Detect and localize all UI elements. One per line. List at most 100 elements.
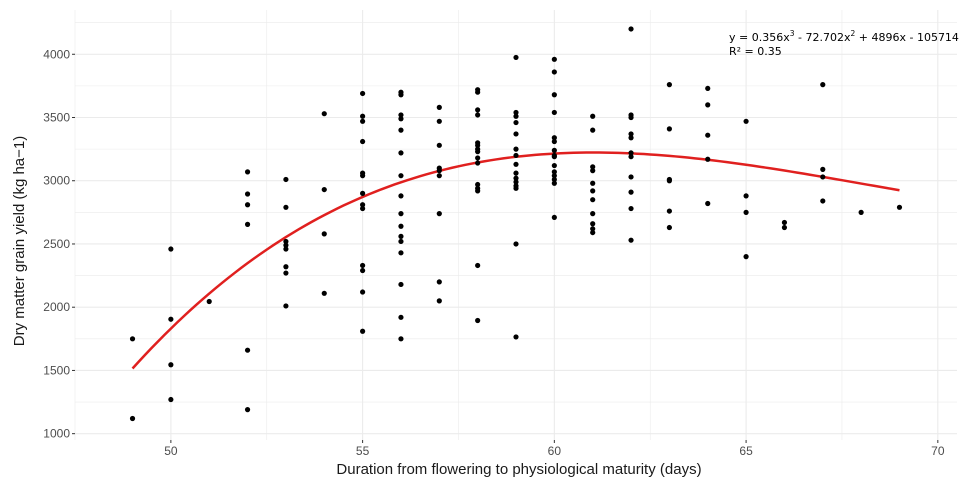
data-point	[475, 262, 481, 269]
data-point	[436, 118, 442, 124]
data-point	[590, 211, 596, 217]
data-point	[820, 166, 826, 172]
x-tick-label: 70	[931, 444, 945, 458]
data-point	[360, 138, 366, 145]
y-tick-label: 2000	[43, 300, 70, 314]
data-point	[513, 119, 519, 126]
data-point	[475, 317, 481, 324]
data-point	[590, 168, 596, 174]
data-point	[551, 147, 557, 153]
equation-part-3: + 4896x - 105714	[855, 31, 959, 44]
data-point	[705, 156, 711, 162]
data-point	[398, 238, 404, 245]
data-point	[360, 113, 366, 119]
data-point	[321, 186, 327, 193]
data-point	[858, 209, 864, 215]
data-point	[513, 161, 519, 167]
data-point	[590, 229, 596, 236]
data-point	[360, 289, 366, 295]
grid-lines	[74, 10, 957, 440]
data-point	[513, 241, 519, 247]
x-axis-title: Duration from flowering to physiological…	[336, 461, 701, 478]
data-point	[781, 219, 788, 226]
data-point	[820, 198, 826, 204]
equation-exponent-3: 3	[790, 29, 795, 38]
data-point	[436, 104, 442, 110]
data-point	[283, 264, 289, 270]
data-point	[360, 90, 366, 97]
data-point	[168, 246, 174, 252]
data-point	[628, 26, 634, 32]
data-point	[283, 270, 289, 276]
data-point	[705, 132, 711, 138]
data-point	[436, 168, 442, 174]
data-point	[551, 180, 557, 186]
data-point	[628, 189, 634, 195]
data-point	[436, 142, 442, 148]
data-point	[398, 173, 404, 179]
data-point	[244, 347, 251, 353]
equation-part-1: y = 0.356x	[729, 31, 790, 44]
data-point	[628, 205, 634, 212]
y-axis-title: Dry matter grain yield (kg ha−1)	[11, 136, 28, 347]
data-point	[360, 118, 366, 124]
y-tick-label: 3000	[43, 174, 70, 188]
data-point	[436, 298, 442, 304]
data-point	[475, 112, 481, 118]
data-point	[513, 113, 519, 119]
y-tick-label: 3500	[43, 111, 70, 125]
data-point	[475, 188, 481, 194]
x-tick-label: 65	[739, 444, 753, 458]
data-point	[590, 113, 596, 119]
r-squared-annotation: R² = 0.35	[729, 45, 782, 58]
data-point	[743, 209, 749, 215]
data-point	[513, 109, 519, 116]
data-point	[705, 85, 711, 92]
data-point	[513, 54, 519, 61]
data-point	[398, 150, 404, 156]
data-point	[360, 205, 366, 212]
equation-exponent-2: 2	[850, 29, 855, 38]
data-point	[781, 224, 788, 231]
data-point	[513, 185, 519, 191]
data-point	[398, 112, 404, 118]
y-tick-label: 4000	[43, 47, 70, 61]
data-point	[398, 314, 404, 320]
data-point	[360, 267, 366, 274]
data-point	[666, 224, 672, 231]
data-point	[666, 82, 672, 88]
data-point	[513, 179, 519, 185]
data-point	[129, 415, 136, 422]
data-point	[666, 208, 672, 214]
data-point	[705, 102, 711, 108]
data-point	[590, 188, 596, 194]
data-point	[820, 82, 826, 88]
data-point	[283, 246, 289, 252]
data-point	[436, 279, 442, 285]
data-point	[168, 396, 174, 403]
data-point	[398, 223, 404, 229]
data-point	[896, 204, 903, 210]
data-point	[244, 407, 251, 413]
data-point	[398, 92, 404, 98]
data-point	[628, 154, 634, 160]
data-point	[551, 56, 557, 62]
data-point	[244, 202, 251, 208]
data-point	[475, 155, 481, 161]
data-point	[475, 89, 481, 95]
data-point	[398, 193, 404, 199]
data-point	[551, 173, 557, 179]
data-point	[513, 131, 519, 137]
y-tick-label: 1000	[43, 427, 70, 441]
data-point	[244, 169, 251, 175]
data-point	[436, 173, 442, 179]
data-point	[283, 242, 289, 248]
data-point	[666, 126, 672, 132]
data-point	[321, 111, 327, 117]
data-point	[398, 250, 404, 256]
data-point	[551, 154, 557, 160]
data-point	[513, 146, 519, 152]
data-point	[168, 362, 174, 368]
data-point	[283, 204, 289, 210]
